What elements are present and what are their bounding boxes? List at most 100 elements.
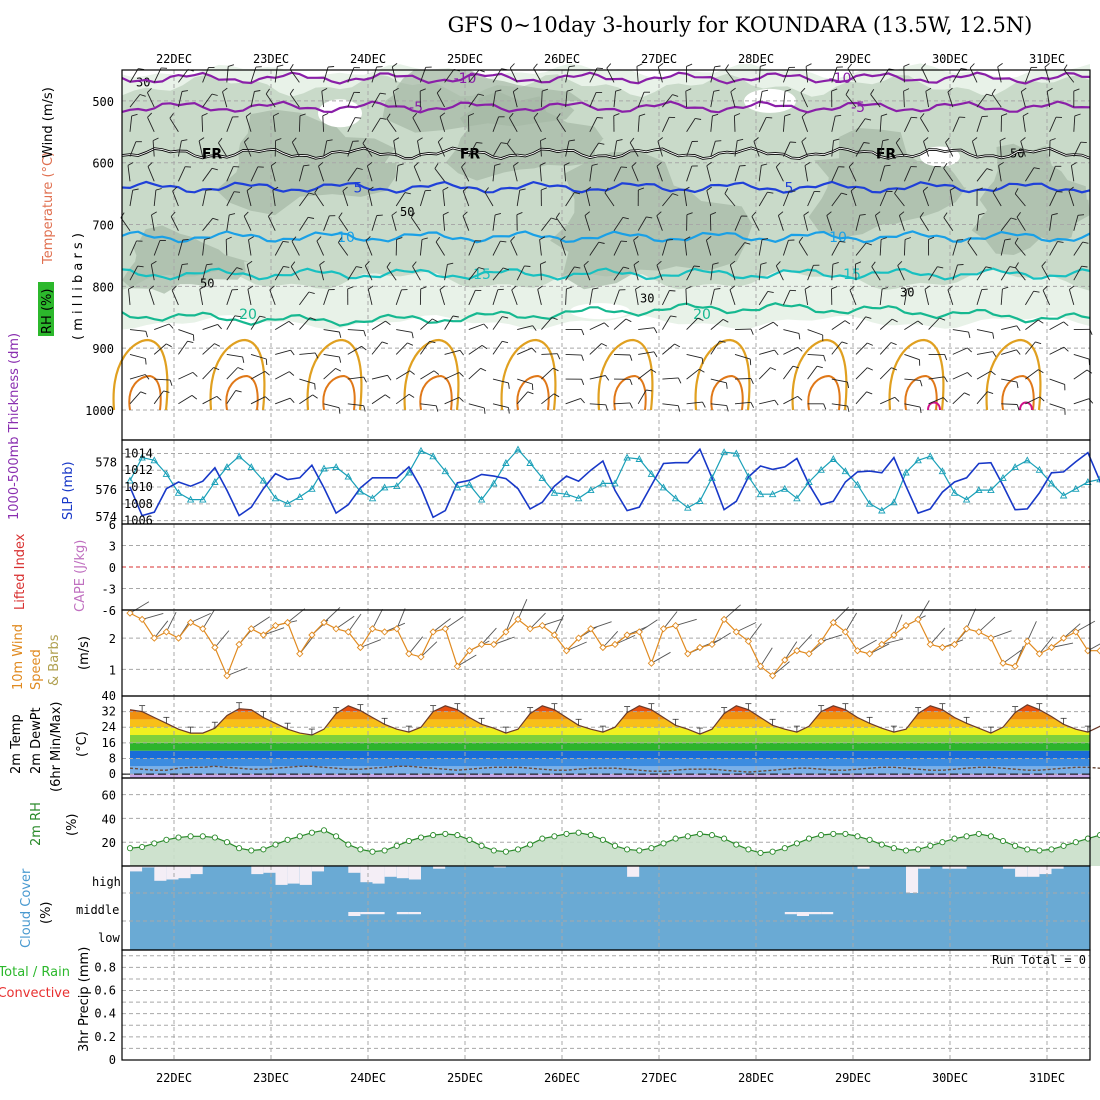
wind-barb-shaft [170,216,179,231]
wind-barb-shaft [226,214,230,231]
wind-barb-shaft [177,166,186,182]
wind-barb-shaft [1073,142,1082,157]
wind-barb-shaft [468,93,479,108]
wind-barb-shaft [202,239,205,256]
wind-barb-shaft [439,116,446,132]
wind-barb-flag [774,399,779,406]
wind10m-barb [396,608,406,629]
wind-barb-shaft [971,141,978,157]
wind-barb-shaft [879,68,890,83]
wind-barb-flag [1057,241,1064,243]
wind-barb-flag [264,371,270,376]
wind-barb-shaft [492,214,496,231]
wind-barb-shaft [928,166,936,182]
wind-barb-shaft [129,115,133,132]
top-date-label: 22DEC [156,52,192,66]
wind-barb-flag [880,237,887,240]
wind-barb-flag [508,382,510,389]
wind-barb-flag [1081,265,1088,268]
wind10m-grid [122,610,1090,696]
cloud-high-block [190,866,203,875]
wind-barb-shaft [246,264,252,281]
wind-barb-flag [328,66,335,68]
wind-barb-flag [646,216,653,219]
wind10m-point [405,650,413,658]
wind10m-point [332,625,340,633]
rh2m-point [333,833,340,840]
wind-barb-shaft [855,367,868,380]
wind10m-point [635,628,643,636]
wind-barb-flag [172,186,178,192]
wind-barb-flag [420,88,426,92]
wind-barb-shaft [1063,69,1075,83]
wind-barb-flag [397,163,404,166]
wind-barb-flag [583,260,589,266]
top-date-label: 31DEC [1029,52,1065,66]
bottom-date-label: 27DEC [641,1071,677,1085]
wind-barb-flag [272,186,279,191]
wind-barb-flag [342,186,348,192]
wind-barb-flag [412,261,417,267]
wind-barb-flag [695,117,702,120]
wind-barb-shaft [1000,288,1003,305]
wind-barb-flag [568,139,575,142]
wind-barb-flag [480,367,487,372]
wind10m-barb [736,622,757,633]
warm-contour-25 [597,338,654,411]
rh2m-point [417,834,425,841]
rh2m-point [818,832,825,839]
rh2m-point [721,835,728,842]
wind10m-point [526,625,534,633]
wind-barb-flag [633,260,640,266]
wind10m-point [878,640,886,649]
cloud-high-block [287,866,300,884]
rh2m-fill [130,830,1100,866]
wind-barb-flag [392,63,398,68]
wind-barb-flag [844,320,851,325]
wind10m-point [938,643,947,652]
wind10m-point [223,672,231,680]
wind-barb-shaft [976,168,988,182]
wind10m-point [781,656,789,664]
wind-barb-shaft [589,375,606,380]
wind-barb-flag [574,192,581,195]
wind-barb-flag [866,391,873,395]
rh-legend-swatch [38,282,54,336]
precip-ticks: 0.80.60.40.20 [94,960,116,1067]
thickness-point [271,494,280,502]
wind-barb-flag [629,379,633,386]
wind-barb-shaft [274,241,284,256]
wind-barb-flag [308,216,315,219]
thickness-grid [122,440,1090,524]
wind-barb-flag [513,161,519,167]
wind-barb-flag [181,263,189,266]
wind-barb-flag [882,139,889,142]
wind-barb-flag [192,372,198,377]
wind-barb-flag [541,187,547,191]
wind-barb-shaft [758,117,767,132]
wind-barb-flag [503,267,510,271]
wind10m-point [417,653,425,661]
wind-barb-shaft [686,165,693,182]
wind-barb-shaft [613,318,627,330]
wind-barb-shaft [1015,267,1026,281]
wind-barb-shaft [169,117,179,133]
wind-barb-flag [686,63,693,67]
rh2m-point [927,842,934,849]
rh2m-point [393,842,400,849]
wind-barb-shaft [226,166,234,182]
wind-barb-shaft [734,328,752,331]
wind-barb-flag [1069,285,1075,290]
wind-barb-shaft [153,190,157,207]
wind-barb-flag [439,112,446,117]
wind-barb-flag [855,261,862,265]
wind-barb-shaft [225,239,228,256]
wind-barb-shaft [855,342,868,355]
cloud-mid-block [408,912,421,915]
wind-barb-flag [897,260,903,266]
wind-barb-flag [270,161,277,167]
rh-contour-label: 30 [136,75,150,89]
wind-barb-flag [859,213,866,216]
wind-barb-flag [404,192,411,195]
upper-air-ylabels: Temperature (°C) Wind (m/s) ( m i l l i … [38,87,86,340]
